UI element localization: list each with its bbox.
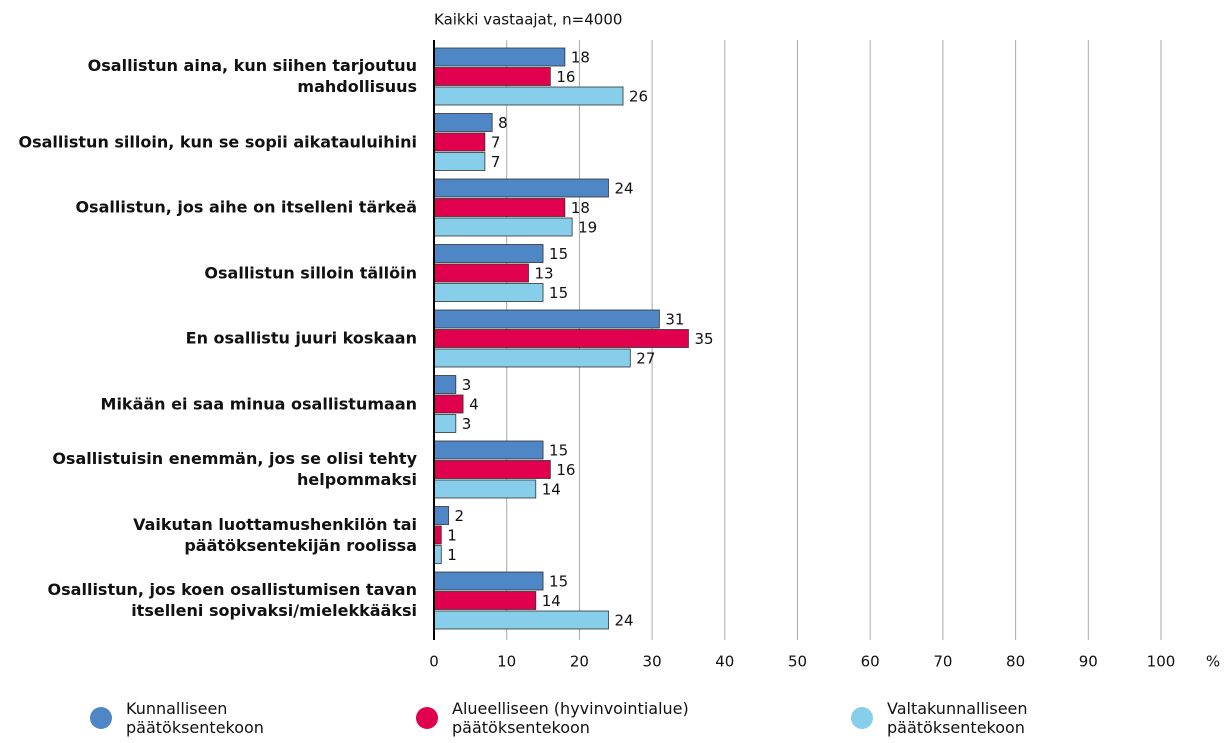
legend-label: Alueelliseen (hyvinvointialue) päätöksen… bbox=[452, 699, 689, 737]
data-label: 14 bbox=[542, 592, 561, 610]
category-label: Osallistun, jos koen osallistumisen tava… bbox=[47, 580, 417, 620]
bar bbox=[433, 571, 544, 591]
bar bbox=[433, 545, 442, 564]
bar bbox=[433, 263, 529, 283]
category-label: Vaikutan luottamushenkilön tai päätöksen… bbox=[133, 514, 417, 555]
data-label: 16 bbox=[556, 68, 575, 86]
x-axis-label: % bbox=[1206, 653, 1220, 671]
data-label: 26 bbox=[629, 88, 648, 106]
bar bbox=[433, 460, 551, 479]
data-label: 1 bbox=[447, 527, 457, 545]
bar bbox=[433, 440, 544, 460]
data-label: 18 bbox=[571, 49, 590, 67]
bar bbox=[433, 375, 457, 394]
bar bbox=[433, 348, 631, 368]
category-label: Osallistun silloin, kun se sopii aikatau… bbox=[18, 132, 418, 151]
x-tick-label: 70 bbox=[933, 653, 952, 671]
data-label: 31 bbox=[665, 311, 684, 329]
data-label: 15 bbox=[549, 245, 568, 263]
category-label: Osallistun, jos aihe on itselleni tärkeä bbox=[75, 197, 417, 217]
data-label: 2 bbox=[455, 507, 465, 525]
bar bbox=[433, 178, 609, 198]
bar bbox=[433, 113, 493, 132]
bar bbox=[433, 610, 609, 630]
bar bbox=[433, 47, 566, 67]
data-label: 8 bbox=[498, 114, 508, 132]
data-label: 1 bbox=[447, 546, 457, 564]
data-label: 35 bbox=[694, 330, 713, 348]
x-tick-label: 10 bbox=[497, 653, 516, 671]
x-tick-label: 60 bbox=[861, 653, 880, 671]
x-tick-label: 40 bbox=[715, 653, 734, 671]
bar bbox=[433, 283, 544, 302]
data-label: 7 bbox=[491, 134, 501, 152]
x-tick-label: 0 bbox=[429, 653, 439, 671]
legend-label: Valtakunnalliseen päätöksentekoon bbox=[887, 699, 1028, 737]
data-label: 4 bbox=[469, 396, 479, 414]
bar bbox=[433, 198, 566, 217]
category-label: En osallistu juuri koskaan bbox=[185, 328, 417, 348]
x-tick-label: 50 bbox=[788, 653, 807, 671]
bar bbox=[433, 309, 660, 329]
bar bbox=[433, 67, 551, 86]
legend-marker bbox=[416, 707, 438, 729]
bar bbox=[433, 152, 486, 171]
data-label: 15 bbox=[549, 573, 568, 591]
data-label: 7 bbox=[491, 153, 501, 171]
bar bbox=[433, 217, 573, 237]
data-label: 16 bbox=[556, 461, 575, 479]
x-tick-label: 100 bbox=[1147, 653, 1176, 671]
bar bbox=[433, 479, 537, 499]
data-label: 27 bbox=[636, 350, 655, 368]
bar bbox=[433, 414, 457, 433]
data-label: 18 bbox=[571, 199, 590, 217]
x-tick-label: 30 bbox=[643, 653, 662, 671]
category-label: Mikään ei saa minua osallistumaan bbox=[100, 394, 417, 413]
subtitle: Kaikki vastaajat, n=4000 bbox=[434, 11, 622, 29]
legend-label: Kunnalliseen päätöksentekoon bbox=[126, 699, 264, 737]
bar bbox=[433, 394, 464, 414]
data-label: 3 bbox=[462, 415, 472, 433]
bar bbox=[433, 329, 689, 348]
data-label: 15 bbox=[549, 284, 568, 302]
data-label: 24 bbox=[614, 612, 633, 630]
x-tick-label: 90 bbox=[1079, 653, 1098, 671]
bar bbox=[433, 86, 624, 106]
x-tick-label: 20 bbox=[570, 653, 589, 671]
bar bbox=[433, 132, 486, 152]
data-label: 13 bbox=[535, 265, 554, 283]
data-label: 14 bbox=[542, 481, 561, 499]
data-label: 3 bbox=[462, 376, 472, 394]
legend-marker bbox=[851, 707, 873, 729]
category-label: Osallistun silloin tällöin bbox=[204, 263, 417, 282]
bar bbox=[433, 591, 537, 610]
category-label: Osallistuisin enemmän, jos se olisi teht… bbox=[52, 449, 417, 489]
bar bbox=[433, 506, 449, 525]
bar bbox=[433, 525, 442, 545]
data-label: 24 bbox=[614, 180, 633, 198]
data-label: 15 bbox=[549, 442, 568, 460]
legend-marker bbox=[90, 707, 112, 729]
bar bbox=[433, 244, 544, 263]
x-tick-label: 80 bbox=[1006, 653, 1025, 671]
category-label: Osallistun aina, kun siihen tarjoutuu ma… bbox=[87, 56, 417, 96]
data-label: 19 bbox=[578, 219, 597, 237]
